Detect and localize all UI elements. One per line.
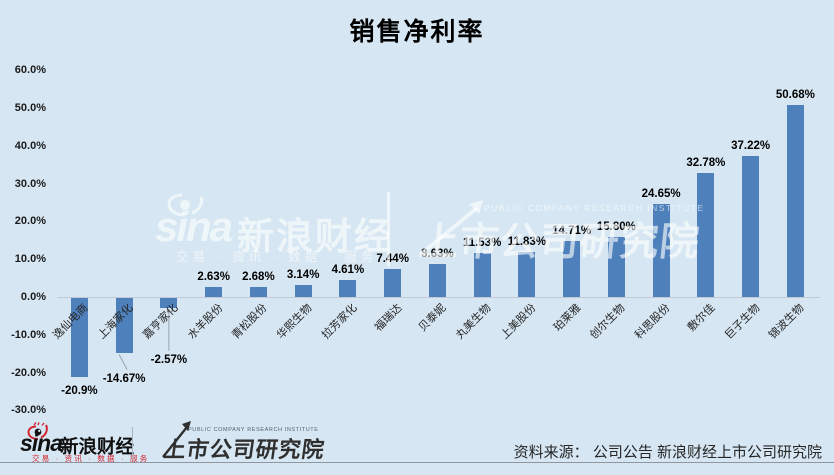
source-text: 资料来源： 公司公告 新浪财经上市公司研究院 [513,444,822,461]
bar-value-label: 3.14% [286,269,320,282]
bar [607,237,625,297]
x-axis-line [57,297,820,298]
institute-arrow-icon [162,421,191,458]
bar-value-label: 2.68% [242,270,275,283]
bar-value-label: -20.9% [61,385,98,397]
bar [473,253,491,297]
bar [786,105,804,297]
sina-logo-text: sina [20,430,63,456]
y-axis-tick-label: 0.0% [20,291,46,303]
bar [384,268,402,297]
y-axis-tick-label: 50.0% [14,102,46,114]
y-axis-tick-label: 30.0% [14,177,46,190]
bar [652,203,670,297]
y-axis-tick-label: -10.0% [11,328,46,341]
chart-title: 销售净利率 [349,18,485,46]
bar-value-label: 7.44% [376,252,409,265]
bar-value-label: 14.71% [552,225,592,238]
bar [70,298,88,377]
bar-value-label: 11.83% [507,236,547,249]
bar-value-label: 15.80% [596,221,636,234]
bar [563,241,581,297]
bar-value-label: -2.57% [150,353,188,366]
y-axis-tick-label: 20.0% [14,215,46,228]
footer-divider [132,427,133,460]
y-axis-tick-label: -30.0% [11,404,46,417]
bar-value-label: -14.67% [102,373,146,386]
y-axis-tick-label: 40.0% [14,139,46,152]
bar [115,298,133,354]
bar-value-label: 50.68% [775,89,815,102]
y-axis-tick-label: -20.0% [11,366,46,379]
footer-tagline: 交易 · 资讯 · 数据 · 服务 [32,454,150,463]
bar [697,173,715,297]
bar [518,252,536,297]
bar [160,298,178,308]
institute-logo-text: 上市公司研究院 [162,437,327,462]
footer-rule [0,462,834,463]
bar-value-label: 2.63% [197,271,230,284]
bar [428,264,446,297]
bar-value-label: 37.22% [731,140,771,153]
bar [205,287,223,297]
bar-value-label: 4.61% [331,263,365,276]
institute-subtitle: PUBLIC COMPANY RESEARCH INSTITUTE [188,427,319,433]
bar [339,279,357,297]
bar [294,285,312,297]
y-axis-tick-label: 10.0% [14,253,46,266]
footer-brand: 新浪财经 [60,436,135,457]
sina-eye-icon [27,422,48,440]
y-axis-tick-label: 60.0% [14,64,46,77]
bar-value-label: 24.65% [641,187,681,200]
bar-value-label: 32.78% [686,157,726,170]
bar [742,156,760,297]
bar [249,286,267,297]
